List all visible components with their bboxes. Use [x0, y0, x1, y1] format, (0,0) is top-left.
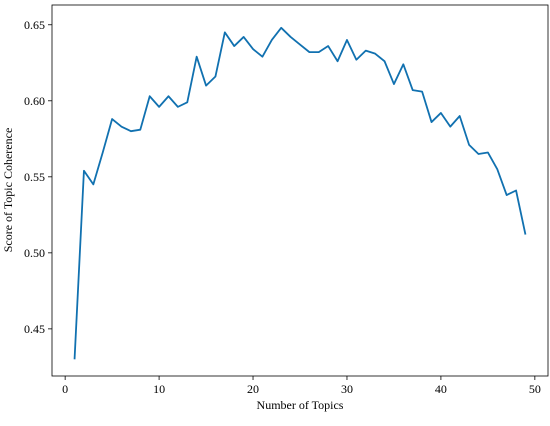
y-tick-label: 0.55	[24, 170, 45, 184]
x-axis-label: Number of Topics	[257, 398, 344, 412]
y-tick-label: 0.45	[24, 322, 45, 336]
x-tick-label: 50	[529, 382, 541, 396]
x-tick-label: 40	[435, 382, 447, 396]
x-tick-label: 20	[247, 382, 259, 396]
y-tick-label: 0.65	[24, 18, 45, 32]
x-tick-label: 10	[153, 382, 165, 396]
x-tick-label: 30	[341, 382, 353, 396]
y-axis-label: Score of Topic Coherence	[1, 128, 15, 253]
y-tick-label: 0.50	[24, 246, 45, 260]
x-tick-label: 0	[62, 382, 68, 396]
line-series	[73, 26, 527, 360]
plot-frame	[51, 4, 549, 377]
y-tick-label: 0.60	[24, 94, 45, 108]
